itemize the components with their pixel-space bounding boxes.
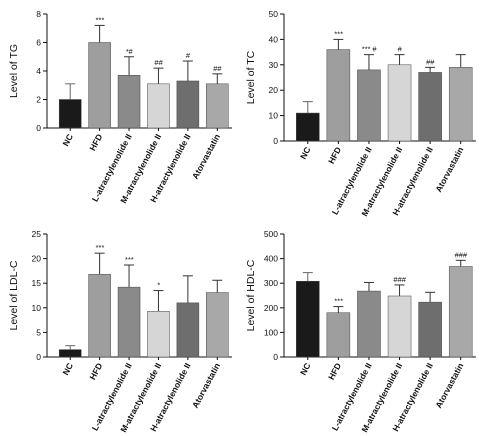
y-tick-label: 50 [269, 9, 279, 19]
significance-label: # [397, 45, 402, 54]
bar-l-atractylenolide-ii [117, 286, 141, 358]
y-tick-label: 500 [264, 229, 278, 239]
y-tick-label: 300 [264, 278, 278, 288]
bar-hfd [88, 42, 111, 129]
bar-atorvastatin [206, 292, 229, 358]
bar-hfd [88, 274, 111, 358]
bar-h-atractylenolide-ii [418, 72, 442, 142]
category-label-nc: NC [60, 132, 75, 148]
bar-nc [296, 280, 320, 358]
bar-atorvastatin [448, 266, 473, 358]
bar-hfd [326, 312, 351, 358]
significance-label: *** [334, 29, 344, 38]
significance-label: ### [393, 275, 406, 284]
bar-l-atractylenolide-ii [357, 69, 381, 142]
bar-hfd [326, 49, 351, 142]
y-tick-label: 20 [32, 254, 42, 264]
category-label-atorvastatin: Atorvastatin [433, 145, 465, 193]
y-tick-label: 15 [32, 278, 42, 288]
bar-atorvastatin [206, 83, 229, 129]
y-tick-label: 0 [36, 352, 41, 362]
y-tick-label: 200 [264, 303, 278, 313]
y-tick-label: 4 [36, 66, 41, 76]
y-tick-label: 8 [36, 9, 41, 19]
significance-label: *** # [361, 45, 377, 54]
y-tick-label: 25 [32, 229, 42, 239]
significance-label: ## [213, 64, 222, 73]
y-tick-label: 400 [264, 254, 278, 264]
category-label-hfd: HFD [326, 145, 343, 165]
bar-m-atractylenolide-ii [387, 295, 412, 358]
y-axis-title: Level of LDL-C [8, 260, 20, 330]
y-tick-label: 10 [32, 303, 42, 313]
bar-nc [296, 112, 320, 142]
category-label-nc: NC [298, 361, 313, 377]
bar-atorvastatin [448, 67, 473, 142]
y-tick-label: 30 [269, 60, 279, 70]
category-label-nc: NC [60, 361, 75, 377]
significance-label: *** [95, 15, 105, 24]
bar-m-atractylenolide-ii [387, 64, 412, 142]
bar-h-atractylenolide-ii [176, 302, 200, 358]
bar-nc [58, 99, 82, 129]
y-axis-title: Level of TC [245, 50, 257, 104]
category-label-atorvastatin: Atorvastatin [190, 361, 222, 409]
significance-label: * [157, 281, 161, 290]
category-label-hfd: HFD [87, 361, 104, 381]
category-label-hfd: HFD [326, 361, 343, 381]
category-label-atorvastatin: Atorvastatin [433, 361, 465, 409]
significance-label: ## [426, 57, 435, 66]
significance-label: # [186, 51, 191, 60]
significance-label: *** [334, 297, 344, 306]
significance-label: ### [454, 250, 467, 259]
y-tick-label: 0 [273, 352, 278, 362]
category-label-nc: NC [298, 145, 313, 161]
bar-l-atractylenolide-ii [357, 290, 381, 358]
y-tick-label: 0 [36, 123, 41, 133]
bar-l-atractylenolide-ii [117, 75, 141, 129]
significance-label: *** [125, 255, 135, 264]
y-tick-label: 100 [264, 327, 278, 337]
significance-label: ## [154, 58, 163, 67]
category-label-atorvastatin: Atorvastatin [190, 132, 222, 180]
y-tick-label: 6 [36, 38, 41, 48]
y-tick-label: 10 [269, 111, 279, 121]
category-label-hfd: HFD [87, 132, 104, 152]
y-axis-title: Level of HDL-C [245, 259, 257, 331]
y-axis-title: Level of TG [8, 44, 20, 98]
significance-label: *# [125, 47, 133, 56]
bar-m-atractylenolide-ii [147, 83, 170, 129]
bar-h-atractylenolide-ii [176, 80, 200, 129]
y-tick-label: 5 [36, 327, 41, 337]
bar-nc [58, 349, 82, 358]
bar-m-atractylenolide-ii [147, 310, 170, 358]
y-tick-label: 2 [36, 95, 41, 105]
bar-h-atractylenolide-ii [418, 301, 442, 358]
significance-label: *** [95, 243, 105, 252]
y-tick-label: 20 [269, 85, 279, 95]
y-tick-label: 0 [273, 136, 278, 146]
y-tick-label: 40 [269, 34, 279, 44]
